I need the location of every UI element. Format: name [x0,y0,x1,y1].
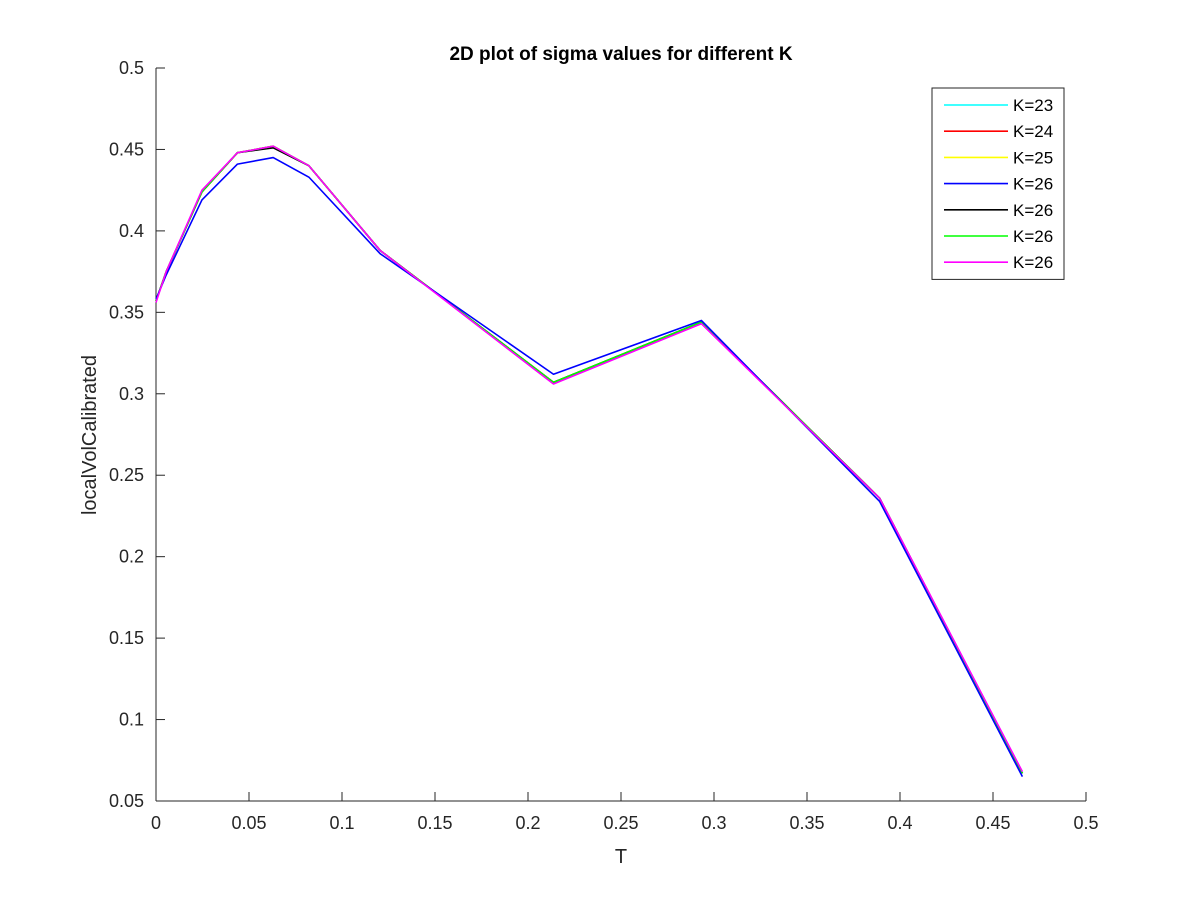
legend: K=23 K=24 K=25 K=26 K=26 K=26 K=26 [931,87,1065,280]
legend-label: K=24 [1013,122,1053,141]
series-lines [155,145,1024,777]
chart-title: 2D plot of sigma values for different K [449,44,792,65]
y-tick-label: 0.3 [119,384,144,404]
y-tick-label: 0.25 [109,465,144,485]
y-axis-title: localVolCalibrated [79,355,101,515]
legend-label: K=26 [1013,253,1053,272]
x-tick-label: 0.25 [603,813,638,833]
y-tick-label: 0.45 [109,139,144,159]
x-tick-label: 0.45 [975,813,1010,833]
legend-label: K=26 [1013,175,1053,194]
y-tick-label: 0.15 [109,628,144,648]
series-line-6 [155,145,1024,773]
x-axis-title: T [615,846,627,868]
x-tick-label: 0.5 [1073,813,1098,833]
y-tick-label: 0.05 [109,791,144,811]
x-tick-label: 0.35 [789,813,824,833]
axes: 0 0.05 0.1 0.15 0.2 0.25 0.3 0.35 0.4 0.45 0.5 0.05… [109,58,1099,833]
legend-label: K=26 [1013,227,1053,246]
x-tick-label: 0.4 [887,813,912,833]
x-tick-label: 0.2 [515,813,540,833]
y-tick-label: 0.5 [119,58,144,78]
y-tick-label: 0.4 [119,221,144,241]
x-tick-label: 0 [151,813,161,833]
x-tick-label: 0.15 [417,813,452,833]
x-tick-label: 0.05 [231,813,266,833]
y-tick-label: 0.35 [109,302,144,322]
legend-label: K=25 [1013,148,1053,167]
y-tick-label: 0.2 [119,547,144,567]
x-tick-label: 0.1 [329,813,354,833]
legend-label: K=23 [1013,96,1053,115]
x-tick-label: 0.3 [701,813,726,833]
y-tick-label: 0.1 [119,710,144,730]
legend-label: K=26 [1013,201,1053,220]
